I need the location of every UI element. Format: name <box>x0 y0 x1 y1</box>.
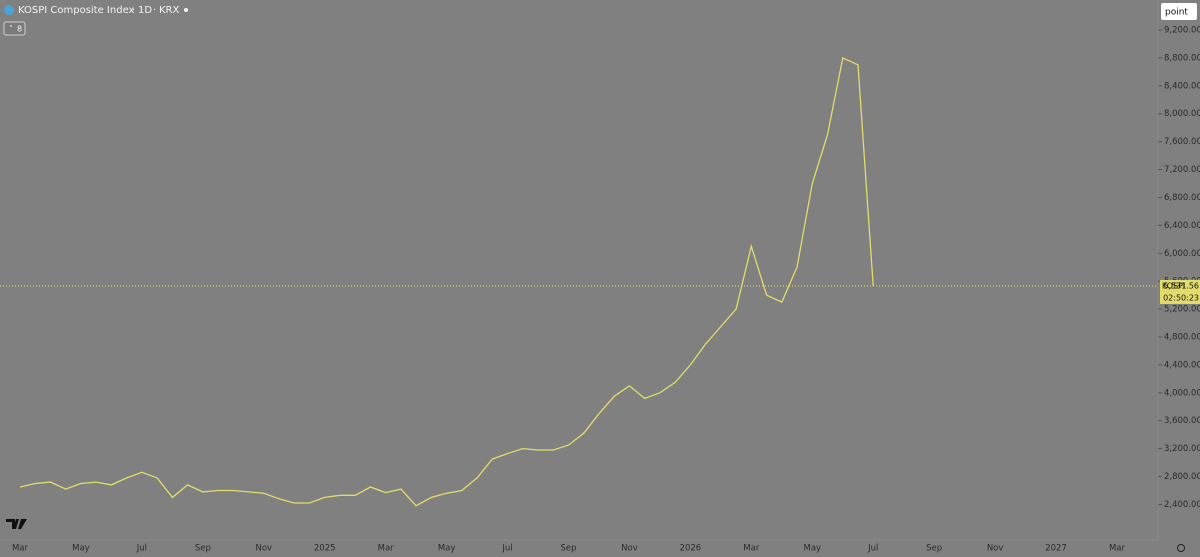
y-tick-label: 6,800.00 <box>1164 193 1200 203</box>
x-tick-label: 2026 <box>680 544 702 554</box>
series-name-box <box>1160 279 1188 292</box>
x-tick-label: Nov <box>621 544 638 554</box>
symbol-icon <box>4 5 14 15</box>
x-tick-label: Jul <box>501 544 512 554</box>
x-tick-label: Sep <box>195 544 211 554</box>
last-price-label-bg <box>1160 291 1200 304</box>
x-tick-label: Sep <box>560 544 576 554</box>
x-tick-label: Mar <box>378 544 395 554</box>
x-tick-label: Nov <box>255 544 272 554</box>
series-name: KOSPI <box>1162 281 1185 290</box>
y-tick-label: 8,400.00 <box>1164 81 1200 91</box>
y-tick-label: 7,200.00 <box>1164 165 1200 175</box>
status-dot <box>184 8 188 12</box>
y-tick-label: 9,200.00 <box>1164 26 1200 36</box>
x-tick-label: Mar <box>12 544 29 554</box>
y-tick-label: 7,600.00 <box>1164 137 1200 147</box>
indicator-count: 8 <box>17 25 22 34</box>
tradingview-logo[interactable] <box>6 519 27 529</box>
x-tick-label: Mar <box>1109 544 1126 554</box>
separator: · <box>153 5 156 16</box>
y-tick-label: 2,800.00 <box>1164 472 1200 482</box>
x-tick-label: May <box>72 544 90 554</box>
x-tick-label: Jul <box>136 544 147 554</box>
x-tick-label: Sep <box>926 544 942 554</box>
countdown: 02:50:23 <box>1163 293 1199 302</box>
x-tick-label: Nov <box>987 544 1004 554</box>
settings-icon[interactable] <box>1177 544 1185 552</box>
y-tick-label: 3,200.00 <box>1164 444 1200 454</box>
exchange[interactable]: KRX <box>159 5 180 16</box>
y-tick-label: 8,000.00 <box>1164 109 1200 119</box>
chevron: ˅ <box>9 25 13 34</box>
y-tick-label: 3,600.00 <box>1164 416 1200 426</box>
x-tick-label: 2025 <box>314 544 336 554</box>
y-tick-label: 4,400.00 <box>1164 360 1200 370</box>
y-tick-label: 6,000.00 <box>1164 249 1200 259</box>
x-tick-label: May <box>438 544 456 554</box>
y-tick-label: 2,400.00 <box>1164 500 1200 510</box>
y-tick-label: 5,200.00 <box>1164 305 1200 315</box>
interval[interactable]: 1D <box>138 5 152 16</box>
indicator-toggle[interactable] <box>3 21 26 36</box>
x-tick-label: Jul <box>867 544 878 554</box>
y-tick-label: 4,800.00 <box>1164 332 1200 342</box>
unit-box[interactable] <box>1161 3 1197 20</box>
price-line <box>19 56 874 507</box>
y-tick-label: 6,400.00 <box>1164 221 1200 231</box>
symbol-title[interactable]: KOSPI Composite Index <box>18 5 135 16</box>
x-tick-label: Mar <box>743 544 760 554</box>
separator: · <box>132 5 135 16</box>
y-tick-label: 8,800.00 <box>1164 53 1200 63</box>
last-price-label: 5,531.56 <box>1163 281 1199 290</box>
x-tick-label: May <box>803 544 821 554</box>
unit-label: point <box>1165 8 1188 18</box>
y-tick-label: 4,000.00 <box>1164 388 1200 398</box>
x-tick-label: 2027 <box>1045 544 1067 554</box>
